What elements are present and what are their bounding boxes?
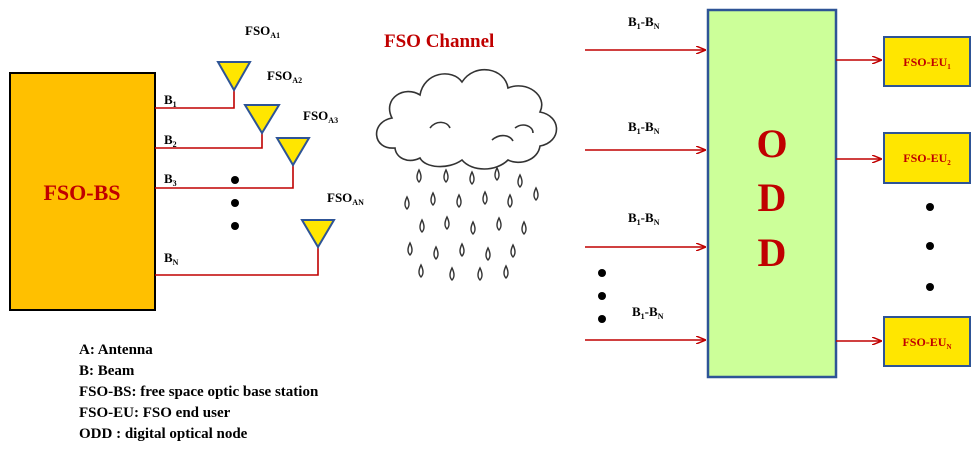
end-user-box-1 <box>883 36 971 87</box>
odd-input-ellipsis <box>598 269 606 323</box>
beam-label-1: B1 <box>164 92 177 109</box>
odd-letter-2: D <box>758 175 787 220</box>
end-user-box-n <box>883 316 971 367</box>
antenna-icon-1 <box>216 61 252 93</box>
beam-line-1 <box>155 90 235 109</box>
end-user-label-n: FSO-EUN <box>902 335 951 351</box>
odd-input-label-2: B1-BN <box>628 119 660 136</box>
beam-label-2: B2 <box>164 132 177 149</box>
odd-letter-1: O <box>756 121 787 166</box>
odd-input-label-3: B1-BN <box>628 210 660 227</box>
legend-item-beam: B: Beam <box>79 363 135 379</box>
beam-line-2 <box>155 133 263 149</box>
legend: A: Antenna B: Beam FSO-BS: free space op… <box>79 340 318 445</box>
base-station-box <box>9 72 156 311</box>
antenna-icon-2 <box>243 104 281 135</box>
end-user-label-2: FSO-EU2 <box>903 151 951 167</box>
antenna-label-n: FSOAN <box>327 190 364 207</box>
beam-line-n <box>155 247 319 276</box>
legend-item-base-station: FSO-BS: free space optic base station <box>79 384 319 400</box>
legend-item-antenna: A: Antenna <box>79 342 153 358</box>
end-user-box-2 <box>883 132 971 184</box>
beam-label-3: B3 <box>164 171 177 188</box>
base-station-label: FSO-BS <box>43 180 120 205</box>
antenna-label-3: FSOA3 <box>303 108 338 125</box>
odd-input-label-1: B1-BN <box>628 14 660 31</box>
rain-drops <box>404 166 539 281</box>
end-user-ellipsis <box>926 203 934 291</box>
antenna-label-1: FSOA1 <box>245 23 280 40</box>
antenna-label-2: FSOA2 <box>267 68 302 85</box>
end-user-label-1: FSO-EU1 <box>903 55 951 71</box>
odd-input-arrows <box>585 50 705 340</box>
legend-item-end-user: FSO-EU: FSO end user <box>79 405 231 421</box>
antenna-ellipsis <box>231 176 239 230</box>
odd-output-arrows <box>836 60 881 341</box>
cloud-icon <box>375 68 558 170</box>
beam-lines <box>155 90 319 276</box>
odd-input-label-4: B1-BN <box>632 304 664 321</box>
antenna-icon-n <box>300 219 336 249</box>
antenna-icon-3 <box>275 137 311 167</box>
channel-title: FSO Channel <box>384 31 494 52</box>
beam-line-3 <box>155 165 294 189</box>
legend-item-odd: ODD : digital optical node <box>79 426 248 442</box>
odd-letter-3: D <box>758 230 787 275</box>
beam-label-n: BN <box>164 250 179 267</box>
odd-box <box>706 8 838 379</box>
